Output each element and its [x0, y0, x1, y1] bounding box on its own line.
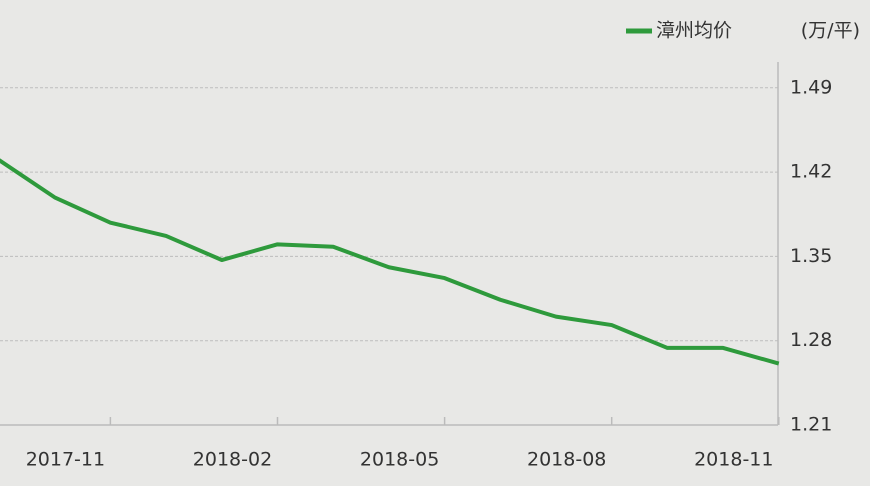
y-tick-label: 1.21	[790, 414, 832, 436]
x-tick-label: 2018-05	[360, 449, 439, 471]
y-tick-label: 1.28	[790, 329, 832, 351]
unit-label: (万/平)	[801, 20, 860, 42]
x-tick-label: 2017-11	[26, 449, 105, 471]
y-tick-label: 1.35	[790, 245, 832, 267]
line-series	[0, 158, 780, 366]
legend-label: 漳州均价	[656, 20, 732, 42]
x-tick-label: 2018-11	[694, 449, 773, 471]
x-tick-label: 2018-02	[193, 449, 272, 471]
x-tick-label: 2018-08	[527, 449, 606, 471]
y-tick-label: 1.42	[790, 161, 832, 183]
y-tick-label: 1.49	[790, 76, 832, 98]
